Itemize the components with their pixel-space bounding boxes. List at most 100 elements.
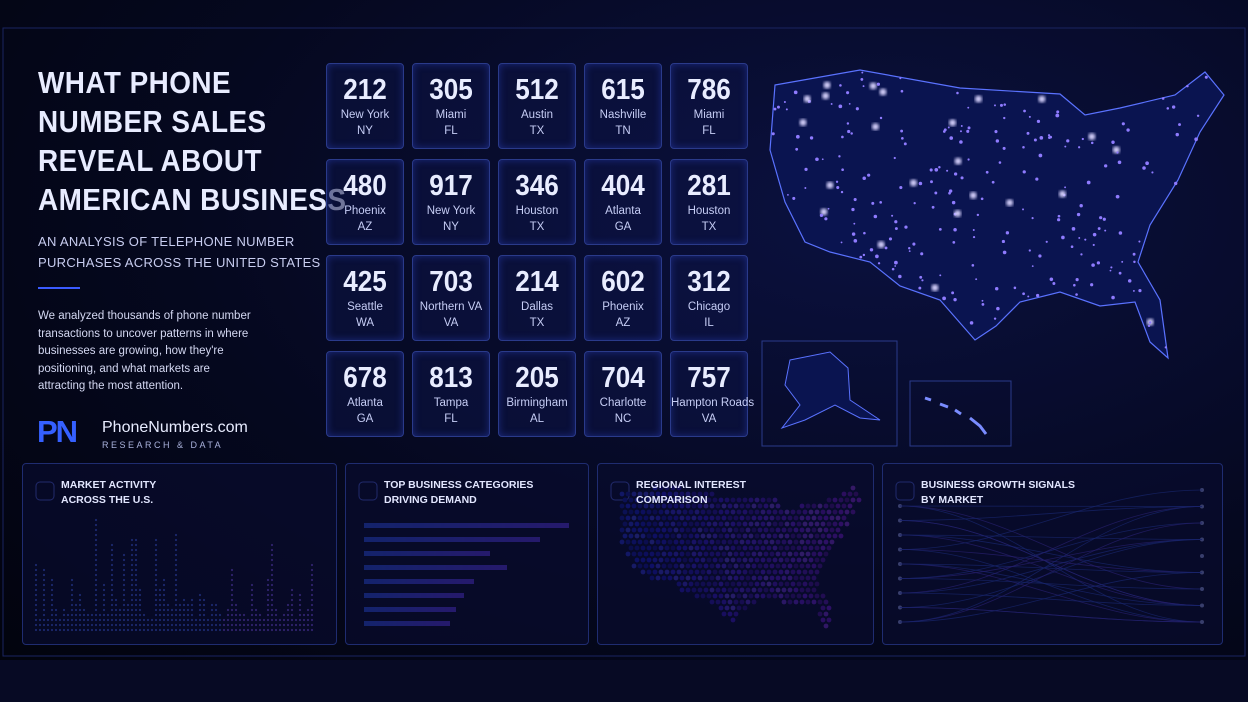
city-light (1039, 136, 1044, 140)
city-light (900, 129, 904, 133)
city-light (804, 167, 808, 172)
brand-tagline: RESEARCH & DATA (102, 440, 224, 450)
city-light (847, 129, 851, 134)
city-light (1086, 180, 1091, 185)
city-light (838, 104, 843, 109)
city-light (824, 217, 828, 221)
city-light (908, 247, 911, 250)
area-code: 346 (515, 170, 559, 202)
area-code-tile: 404 Atlanta GA (584, 159, 662, 245)
city-light (991, 180, 995, 184)
city-light (954, 157, 962, 165)
city-light (1118, 271, 1122, 275)
city-light (947, 126, 950, 129)
panel (882, 463, 1223, 645)
city-light (969, 321, 974, 325)
city-light (1049, 135, 1053, 139)
state: AZ (357, 221, 373, 233)
alaska (780, 351, 881, 430)
city-light (946, 169, 949, 172)
panel-title: REGIONAL INTEREST COMPARISON (636, 478, 746, 507)
city-light (1001, 239, 1005, 244)
state: NY (443, 221, 459, 233)
city-light (787, 193, 789, 196)
city-light (1127, 279, 1132, 283)
panel-title: TOP BUSINESS CATEGORIES DRIVING DEMAND (384, 478, 533, 507)
area-code: 813 (429, 362, 473, 394)
city-light (891, 214, 894, 217)
city-light (974, 95, 982, 103)
city-light (967, 158, 970, 161)
panel-title-line: BY MARKET (921, 493, 984, 506)
state: GA (356, 413, 374, 425)
city: Nashville (599, 109, 647, 121)
city-light (888, 237, 893, 241)
city-light (1194, 137, 1198, 142)
area-code-tile: 312 Chicago IL (670, 255, 748, 341)
area-code-tile: 704 Charlotte NC (584, 351, 662, 437)
city-light (899, 77, 902, 80)
city-light (862, 85, 865, 88)
city-light (1003, 116, 1006, 120)
city-light (1111, 295, 1115, 300)
title: WHAT PHONE NUMBER SALES REVEAL ABOUT AME… (38, 63, 381, 219)
city-light (1090, 141, 1094, 145)
city-light (993, 317, 997, 320)
state: WA (355, 317, 375, 329)
city-light (975, 278, 978, 281)
city-light (1088, 133, 1096, 141)
city-light (1070, 245, 1074, 249)
city-light (862, 253, 866, 257)
city-light (809, 136, 814, 140)
city: Dallas (521, 301, 553, 313)
panel-title: BUSINESS GROWTH SIGNALS BY MARKET (921, 478, 1075, 507)
city-light (894, 260, 898, 265)
area-code-tile: 602 Phoenix AZ (584, 255, 662, 341)
city-light (960, 176, 964, 180)
city-light (1081, 137, 1084, 141)
city-light (879, 116, 883, 120)
area-code-tile: 615 Nashville TN (584, 63, 662, 149)
city-light (869, 82, 877, 90)
city-light (959, 140, 963, 144)
city-light (891, 267, 895, 271)
city-light (1066, 139, 1070, 143)
city-light (1104, 229, 1107, 232)
city-light (994, 130, 998, 134)
city-light (1091, 263, 1095, 267)
city-light (836, 185, 840, 190)
city-light (861, 71, 864, 74)
city-light (879, 201, 883, 204)
city-light (841, 168, 844, 172)
city-light (771, 132, 775, 136)
city: Phoenix (344, 205, 386, 217)
city-light (871, 201, 875, 205)
subtitle: AN ANALYSIS OF TELEPHONE NUMBER PURCHASE… (38, 231, 321, 273)
city-light (1104, 164, 1108, 168)
city-light (1003, 103, 1007, 106)
city-light (1079, 203, 1083, 208)
city-light (846, 122, 850, 125)
city-light (1080, 253, 1083, 256)
city-light (894, 227, 898, 231)
city-light (1148, 321, 1152, 324)
city-light (1058, 190, 1066, 198)
city-light (972, 235, 976, 239)
city-light (1006, 199, 1014, 207)
area-code: 305 (429, 74, 473, 106)
city-light (850, 132, 853, 135)
city: Atlanta (347, 397, 383, 409)
panel (22, 463, 337, 645)
city-light (996, 306, 1000, 311)
city: Seattle (347, 301, 383, 313)
city-light (1084, 238, 1087, 241)
panel-title-line: TOP BUSINESS CATEGORIES (384, 479, 534, 491)
city-light (1204, 75, 1208, 79)
city-light (1171, 105, 1176, 109)
city-light (920, 252, 924, 256)
city-light (793, 90, 798, 95)
city: Charlotte (599, 397, 647, 409)
us-map (769, 69, 1225, 360)
area-code: 205 (515, 362, 559, 394)
city-light (1121, 260, 1124, 263)
